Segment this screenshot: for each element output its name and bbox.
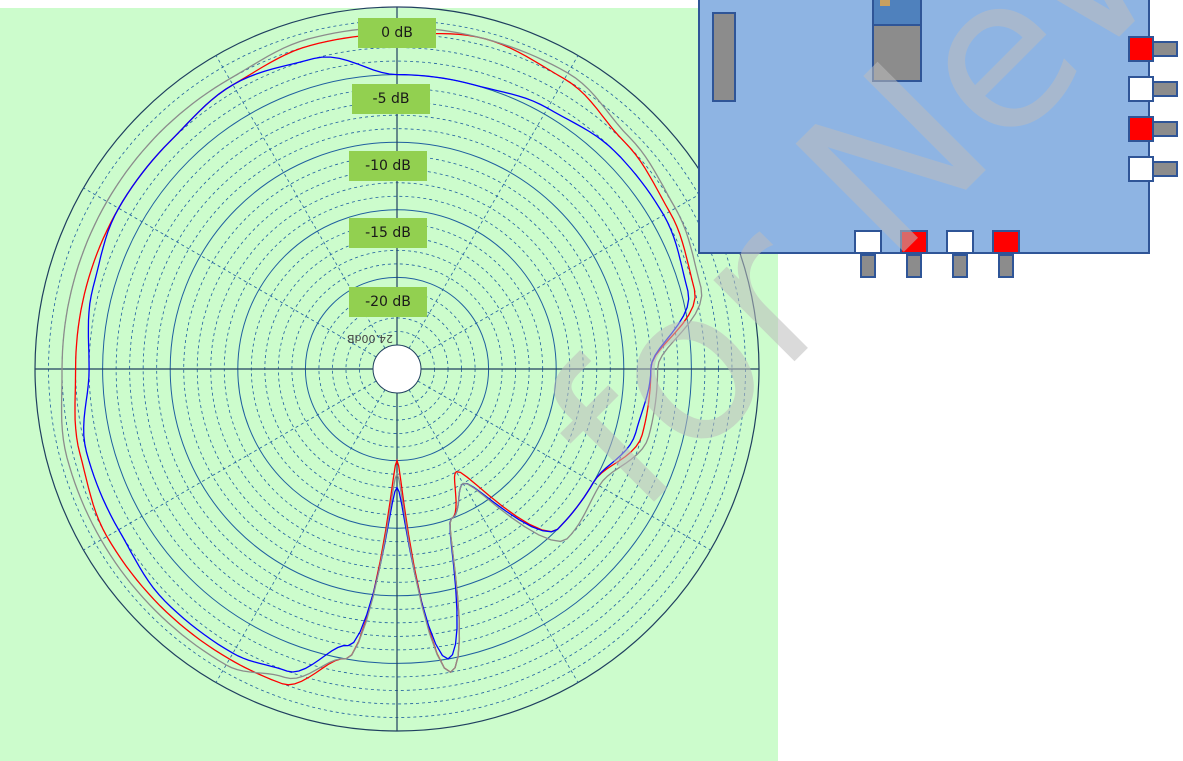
radial-label-4: -20 dB xyxy=(349,287,427,317)
radial-label-1: -5 dB xyxy=(352,84,430,114)
angle-gridline xyxy=(83,380,377,551)
series-line-0 xyxy=(74,32,696,686)
bottom-connector xyxy=(946,230,976,280)
angle-gridline xyxy=(417,187,711,358)
right-connector xyxy=(1128,156,1178,182)
angle-gridline xyxy=(408,389,579,683)
bottom-connector xyxy=(854,230,884,280)
right-connector xyxy=(1128,76,1178,102)
board-top-connector xyxy=(872,0,922,82)
radial-label-3: -15 dB xyxy=(349,218,427,248)
right-connector xyxy=(1128,116,1178,142)
series-line-1 xyxy=(83,56,690,673)
bottom-connector xyxy=(992,230,1022,280)
angle-gridline xyxy=(83,187,377,358)
circuit-board-diagram xyxy=(698,0,1178,278)
bottom-connector xyxy=(900,230,930,280)
series-line-2 xyxy=(60,26,703,680)
inner-dB-label: 24.00dB xyxy=(347,332,393,345)
board-left-slot xyxy=(712,12,736,102)
angle-gridline xyxy=(408,55,579,349)
right-connector xyxy=(1128,36,1178,62)
center-hole xyxy=(372,344,422,394)
radial-label-2: -10 dB xyxy=(349,151,427,181)
angle-gridline xyxy=(215,389,386,683)
angle-gridline xyxy=(417,380,711,551)
radial-label-0: 0 dB xyxy=(358,18,436,48)
